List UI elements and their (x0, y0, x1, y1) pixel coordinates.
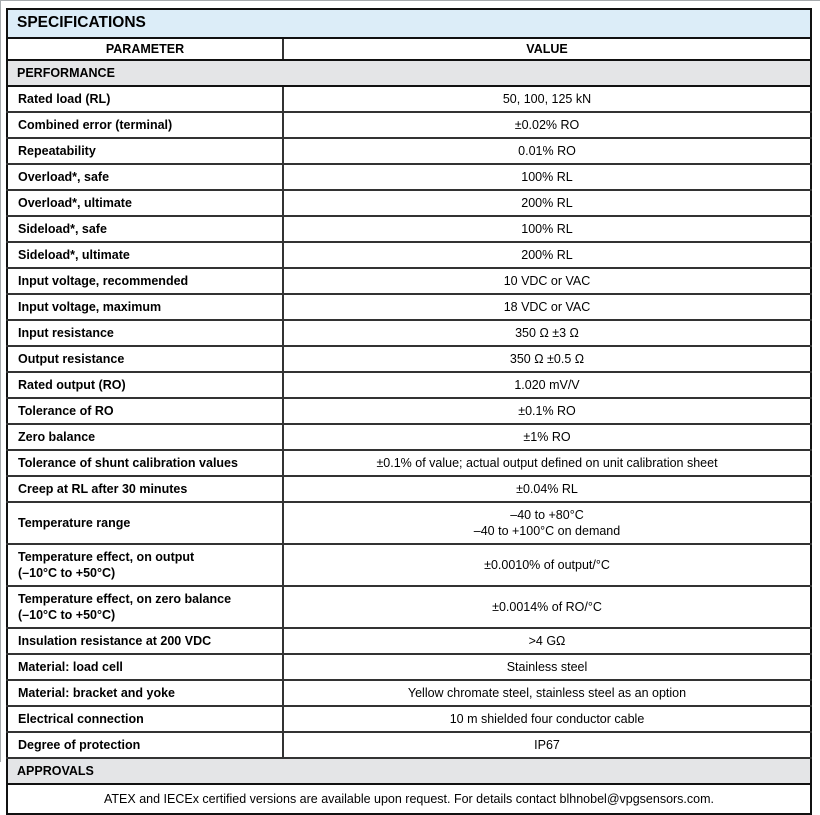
value-cell: Yellow chromate steel, stainless steel a… (283, 679, 811, 707)
table-row: Material: load cell Stainless steel (7, 653, 811, 681)
value-cell: 200% RL (283, 241, 811, 269)
table-row: Insulation resistance at 200 VDC >4 GΩ (7, 627, 811, 655)
table-row: Electrical connection 10 m shielded four… (7, 705, 811, 733)
section-header-label: PERFORMANCE (7, 59, 811, 87)
footer-note: ATEX and IECEx certified versions are av… (104, 791, 714, 806)
table-title: SPECIFICATIONS (7, 9, 811, 39)
parameter-cell: Degree of protection (7, 731, 284, 759)
parameter-cell: Rated output (RO) (7, 371, 284, 399)
parameter-cell: Temperature effect, on output (–10°C to … (7, 543, 284, 587)
parameter-cell: Overload*, ultimate (7, 189, 284, 217)
specifications-table: SPECIFICATIONS PARAMETER VALUE PERFORMAN… (6, 8, 812, 815)
column-header-row: PARAMETER VALUE (7, 37, 811, 61)
approvals-section: APPROVALS ATEX and IECEx certified versi… (7, 757, 811, 814)
parameter-cell: Sideload*, safe (7, 215, 284, 243)
value-cell: ±0.0014% of RO/°C (283, 585, 811, 629)
table-row: Tolerance of RO ±0.1% RO (7, 397, 811, 425)
table-row: Zero balance ±1% RO (7, 423, 811, 451)
value-cell: 350 Ω ±3 Ω (283, 319, 811, 347)
value-cell: –40 to +80°C –40 to +100°C on demand (283, 501, 811, 545)
table-row: Temperature range –40 to +80°C –40 to +1… (7, 501, 811, 545)
table-row: Output resistance 350 Ω ±0.5 Ω (7, 345, 811, 373)
value-cell: 1.020 mV/V (283, 371, 811, 399)
parameter-cell: Output resistance (7, 345, 284, 373)
parameter-cell: Temperature effect, on zero balance (–10… (7, 585, 284, 629)
footer-note-row: ATEX and IECEx certified versions are av… (7, 784, 811, 814)
value-cell: 350 Ω ±0.5 Ω (283, 345, 811, 373)
table-title-row: SPECIFICATIONS (7, 9, 811, 39)
parameter-cell: Material: bracket and yoke (7, 679, 284, 707)
value-cell: ±0.02% RO (283, 111, 811, 139)
parameter-cell: Input voltage, maximum (7, 293, 284, 321)
value-cell: ±1% RO (283, 423, 811, 451)
parameter-cell: Input voltage, recommended (7, 267, 284, 295)
value-cell: 10 VDC or VAC (283, 267, 811, 295)
parameter-cell: Zero balance (7, 423, 284, 451)
table-row: Input resistance 350 Ω ±3 Ω (7, 319, 811, 347)
value-cell: 100% RL (283, 215, 811, 243)
parameter-cell: Insulation resistance at 200 VDC (7, 627, 284, 655)
parameter-cell: Material: load cell (7, 653, 284, 681)
parameter-cell: Creep at RL after 30 minutes (7, 475, 284, 503)
value-cell: Stainless steel (283, 653, 811, 681)
table-row: Overload*, safe 100% RL (7, 163, 811, 191)
column-header-parameter: PARAMETER (7, 37, 284, 61)
parameter-cell: Tolerance of shunt calibration values (7, 449, 284, 477)
value-cell: ±0.0010% of output/°C (283, 543, 811, 587)
parameter-cell: Overload*, safe (7, 163, 284, 191)
table-row: Rated output (RO) 1.020 mV/V (7, 371, 811, 399)
table-row: Temperature effect, on output (–10°C to … (7, 543, 811, 587)
value-cell: ±0.1% of value; actual output defined on… (283, 449, 811, 477)
table-row: Temperature effect, on zero balance (–10… (7, 585, 811, 629)
value-cell: 18 VDC or VAC (283, 293, 811, 321)
table-row: Material: bracket and yoke Yellow chroma… (7, 679, 811, 707)
value-cell: 50, 100, 125 kN (283, 85, 811, 113)
table-head: SPECIFICATIONS PARAMETER VALUE PERFORMAN… (7, 9, 811, 87)
table-row: Sideload*, ultimate 200% RL (7, 241, 811, 269)
performance-rows: Rated load (RL) 50, 100, 125 kN Combined… (7, 85, 811, 759)
parameter-cell: Repeatability (7, 137, 284, 165)
value-cell: 200% RL (283, 189, 811, 217)
value-cell: 100% RL (283, 163, 811, 191)
parameter-cell: Rated load (RL) (7, 85, 284, 113)
table-row: Combined error (terminal) ±0.02% RO (7, 111, 811, 139)
parameter-cell: Temperature range (7, 501, 284, 545)
table-row: Tolerance of shunt calibration values ±0… (7, 449, 811, 477)
value-cell: 0.01% RO (283, 137, 811, 165)
value-cell: >4 GΩ (283, 627, 811, 655)
parameter-cell: Electrical connection (7, 705, 284, 733)
value-cell: IP67 (283, 731, 811, 759)
column-header-value: VALUE (283, 37, 811, 61)
table-row: Input voltage, maximum 18 VDC or VAC (7, 293, 811, 321)
parameter-cell: Tolerance of RO (7, 397, 284, 425)
table-row: Input voltage, recommended 10 VDC or VAC (7, 267, 811, 295)
table-row: Creep at RL after 30 minutes ±0.04% RL (7, 475, 811, 503)
table-row: Repeatability 0.01% RO (7, 137, 811, 165)
table-row: Sideload*, safe 100% RL (7, 215, 811, 243)
value-cell: ±0.1% RO (283, 397, 811, 425)
parameter-cell: Combined error (terminal) (7, 111, 284, 139)
value-cell: ±0.04% RL (283, 475, 811, 503)
parameter-cell: Input resistance (7, 319, 284, 347)
section-header-performance: PERFORMANCE (7, 59, 811, 87)
table-row: Rated load (RL) 50, 100, 125 kN (7, 85, 811, 113)
parameter-cell: Sideload*, ultimate (7, 241, 284, 269)
table-row: Overload*, ultimate 200% RL (7, 189, 811, 217)
value-cell: 10 m shielded four conductor cable (283, 705, 811, 733)
table-row: Degree of protection IP67 (7, 731, 811, 759)
